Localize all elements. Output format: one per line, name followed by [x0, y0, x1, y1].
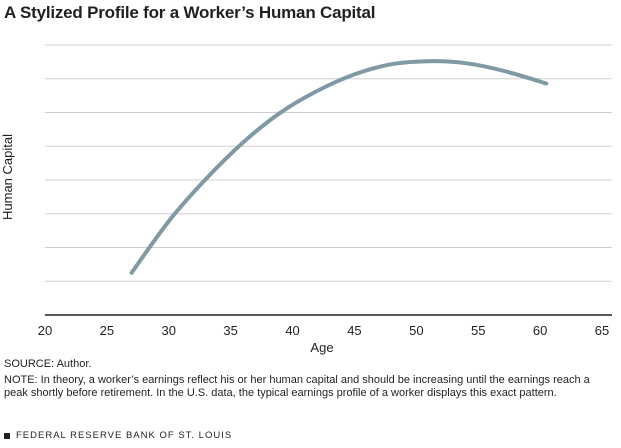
x-tick-label: 35 [223, 323, 237, 338]
series-line-human-capital [129, 59, 549, 275]
x-tick-label: 30 [162, 323, 176, 338]
source-note: SOURCE: Author. [4, 358, 92, 370]
x-tick-label: 65 [595, 323, 609, 338]
footer-square-icon [4, 432, 10, 439]
x-tick-label: 45 [347, 323, 361, 338]
footer: FEDERAL RESERVE BANK OF ST. LOUIS [4, 430, 232, 441]
line-chart: 20 25 30 35 40 45 50 55 60 65 Age Human Capital [0, 44, 612, 355]
chart-title: A Stylized Profile for a Worker’s Human … [4, 3, 376, 22]
x-tick-label: 25 [100, 323, 114, 338]
gridlines [45, 44, 612, 316]
explanatory-note: NOTE: In theory, a worker’s earnings ref… [4, 374, 590, 399]
footer-text: FEDERAL RESERVE BANK OF ST. LOUIS [16, 430, 233, 441]
x-axis-ticks: 20 25 30 35 40 45 50 55 60 65 [38, 323, 609, 338]
x-tick-label: 55 [471, 323, 485, 338]
x-axis-label: Age [310, 340, 333, 355]
x-tick-label: 50 [409, 323, 423, 338]
x-tick-label: 40 [285, 323, 299, 338]
y-axis-label: Human Capital [0, 134, 15, 220]
x-tick-label: 60 [533, 323, 547, 338]
series-group [129, 59, 549, 275]
x-tick-label: 20 [38, 323, 52, 338]
